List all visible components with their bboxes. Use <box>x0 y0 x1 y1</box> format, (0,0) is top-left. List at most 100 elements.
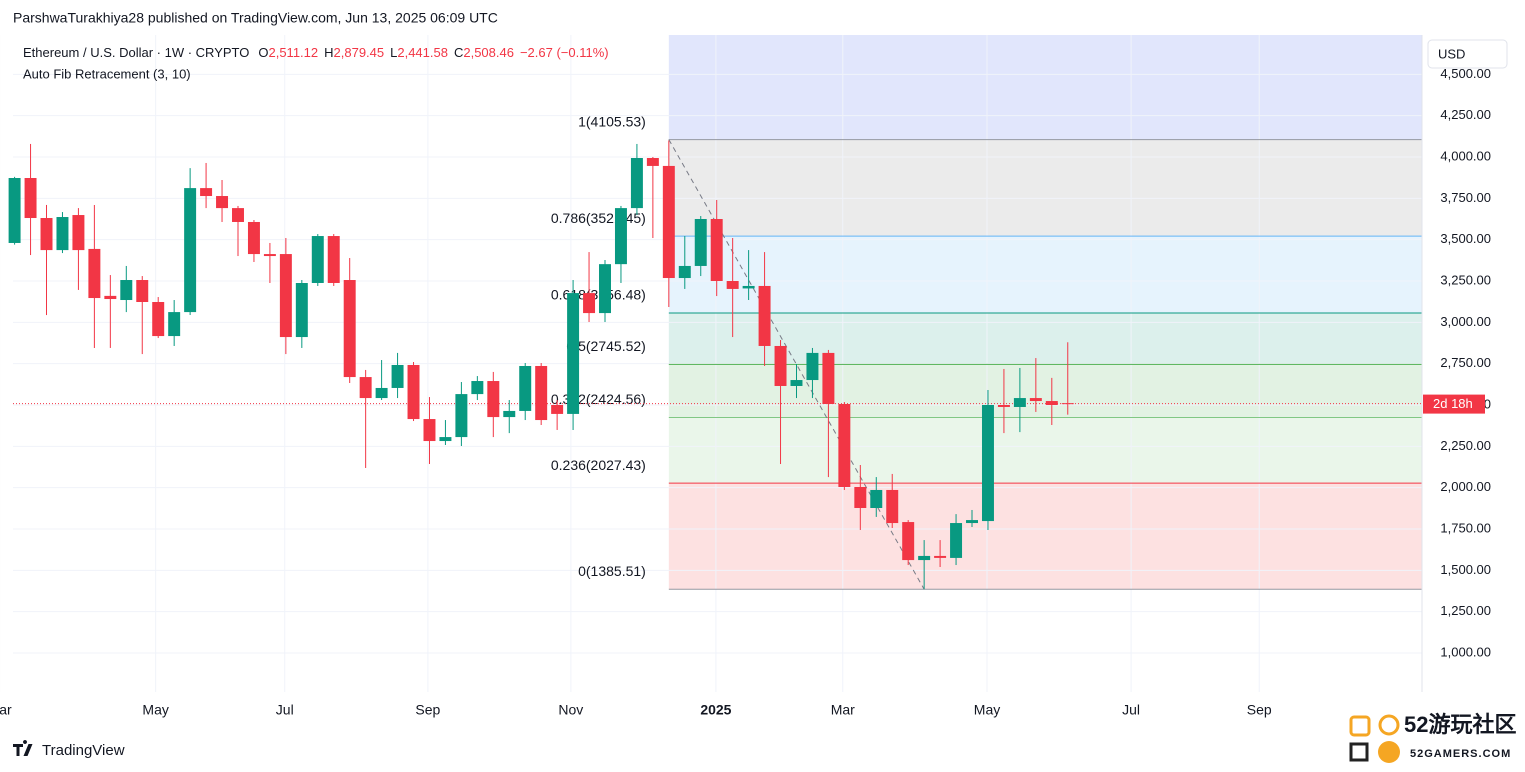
candle-body <box>742 285 755 289</box>
watermark-icon <box>1349 715 1371 737</box>
fib-level-label: 0.618(3056.48) <box>551 287 646 303</box>
symbol: Ethereum / U.S. Dollar · 1W · CRYPTO <box>23 45 249 60</box>
candle-body <box>359 377 372 399</box>
candle-body <box>120 280 133 301</box>
candle-body <box>487 381 500 418</box>
y-tick-label: 3,000.00 <box>1440 314 1491 329</box>
candle-body <box>678 265 691 279</box>
candle-body <box>263 254 276 257</box>
ohlc-value: 2,508.46 <box>463 45 514 60</box>
x-tick-label: Sep <box>415 702 440 718</box>
candle-body <box>630 158 643 209</box>
y-tick-label: 1,500.00 <box>1440 562 1491 577</box>
ohlc-key: O <box>258 45 268 60</box>
fib-level-label: 0(1385.51) <box>578 563 646 579</box>
overlay: USD 2d 18h <box>1423 39 1508 414</box>
y-tick-label: 2,250.00 <box>1440 438 1491 453</box>
candle-body <box>503 410 516 418</box>
y-tick-label: 4,500.00 <box>1440 66 1491 81</box>
candle-body <box>981 404 994 522</box>
candle-body <box>24 178 37 219</box>
candle-body <box>854 486 867 508</box>
fib-band <box>668 483 1422 590</box>
candle-body <box>599 264 611 314</box>
legend: Ethereum / U.S. Dollar · 1W · CRYPTO O2,5… <box>23 45 609 81</box>
candle-body <box>343 280 356 378</box>
candle-body <box>902 522 915 561</box>
x-tick-label: Mar <box>831 702 855 718</box>
x-tick-label: Jul <box>276 702 294 718</box>
candle-body <box>136 280 149 302</box>
fib-band <box>668 139 1422 237</box>
fib-level-label: 0.786(3521.45) <box>551 210 646 226</box>
candle-body <box>40 218 53 251</box>
candle-body <box>567 293 580 414</box>
candle-body <box>1013 398 1026 407</box>
candle-body <box>934 555 947 558</box>
x-tick-label: May <box>142 702 168 718</box>
candle-body <box>822 352 835 405</box>
watermark: 52游玩社区 52GAMERS.COM <box>1349 712 1516 763</box>
candle-body <box>551 404 564 414</box>
change: −2.67 (−0.11%) <box>520 45 609 60</box>
candle-body <box>806 352 819 381</box>
candle-body <box>279 254 292 338</box>
watermark-title: 52游玩社区 <box>1404 712 1516 737</box>
candle-body <box>439 437 452 442</box>
candle-body <box>232 208 244 222</box>
ohlc-value: 2,511.12 <box>268 45 318 60</box>
candle-body <box>327 236 340 283</box>
fib-band <box>668 236 1422 313</box>
countdown-label: 2d 18h <box>1433 396 1473 411</box>
ohlc-key: H <box>324 45 333 60</box>
tradingview-brand: TradingView <box>13 740 125 759</box>
candle-body <box>152 301 165 337</box>
fib-band <box>668 312 1422 365</box>
candle-body <box>997 404 1010 407</box>
candle-body <box>1029 398 1042 402</box>
candle-body <box>247 221 260 255</box>
countdown-box <box>1423 394 1485 414</box>
candle-body <box>519 365 532 411</box>
ohlc-value: 2,879.45 <box>334 45 385 60</box>
candle-body <box>88 248 101 299</box>
candle-body <box>583 293 596 314</box>
brand-name: TradingView <box>42 742 125 759</box>
fib-band <box>668 417 1422 484</box>
x-tick-label: May <box>974 702 1000 718</box>
candle-body <box>790 380 803 386</box>
candle-body <box>774 345 787 386</box>
x-tick-label: Jul <box>1122 702 1140 718</box>
y-tick-label: 3,750.00 <box>1440 190 1491 205</box>
published-line: ParshwaTurakhiya28 published on TradingV… <box>13 10 498 26</box>
candle-body <box>710 219 723 282</box>
candle-body <box>694 219 707 266</box>
candle-body <box>407 364 420 420</box>
candle-body <box>56 217 69 251</box>
y-tick-label: 1,750.00 <box>1440 520 1491 535</box>
y-tick-label: 4,000.00 <box>1440 148 1491 163</box>
x-tick-label: 2025 <box>700 702 731 718</box>
y-tick-label: 3,250.00 <box>1440 272 1491 287</box>
candle-body <box>184 188 197 313</box>
ohlc-key: C <box>454 45 463 60</box>
y-tick-label: 3,500.00 <box>1440 231 1491 246</box>
candle-body <box>662 165 675 279</box>
y-tick-label: 2,750.00 <box>1440 355 1491 370</box>
watermark-url: 52GAMERS.COM <box>1410 748 1511 760</box>
currency-label: USD <box>1438 46 1465 61</box>
candle-body <box>646 158 659 166</box>
y-tick-label: 4,250.00 <box>1440 107 1491 122</box>
brand-logo <box>13 740 33 756</box>
y-tick-label: 2,000.00 <box>1440 479 1491 494</box>
candle-body <box>455 394 468 438</box>
x-tick-label: Sep <box>1247 702 1272 718</box>
x-tick-label: Nov <box>558 702 583 718</box>
candle-body <box>758 285 771 346</box>
candle-body <box>375 387 388 399</box>
watermark-icon <box>1378 741 1400 763</box>
y-tick-label: 1,250.00 <box>1440 603 1491 618</box>
candle-body <box>918 555 931 561</box>
candle-body <box>535 365 548 421</box>
